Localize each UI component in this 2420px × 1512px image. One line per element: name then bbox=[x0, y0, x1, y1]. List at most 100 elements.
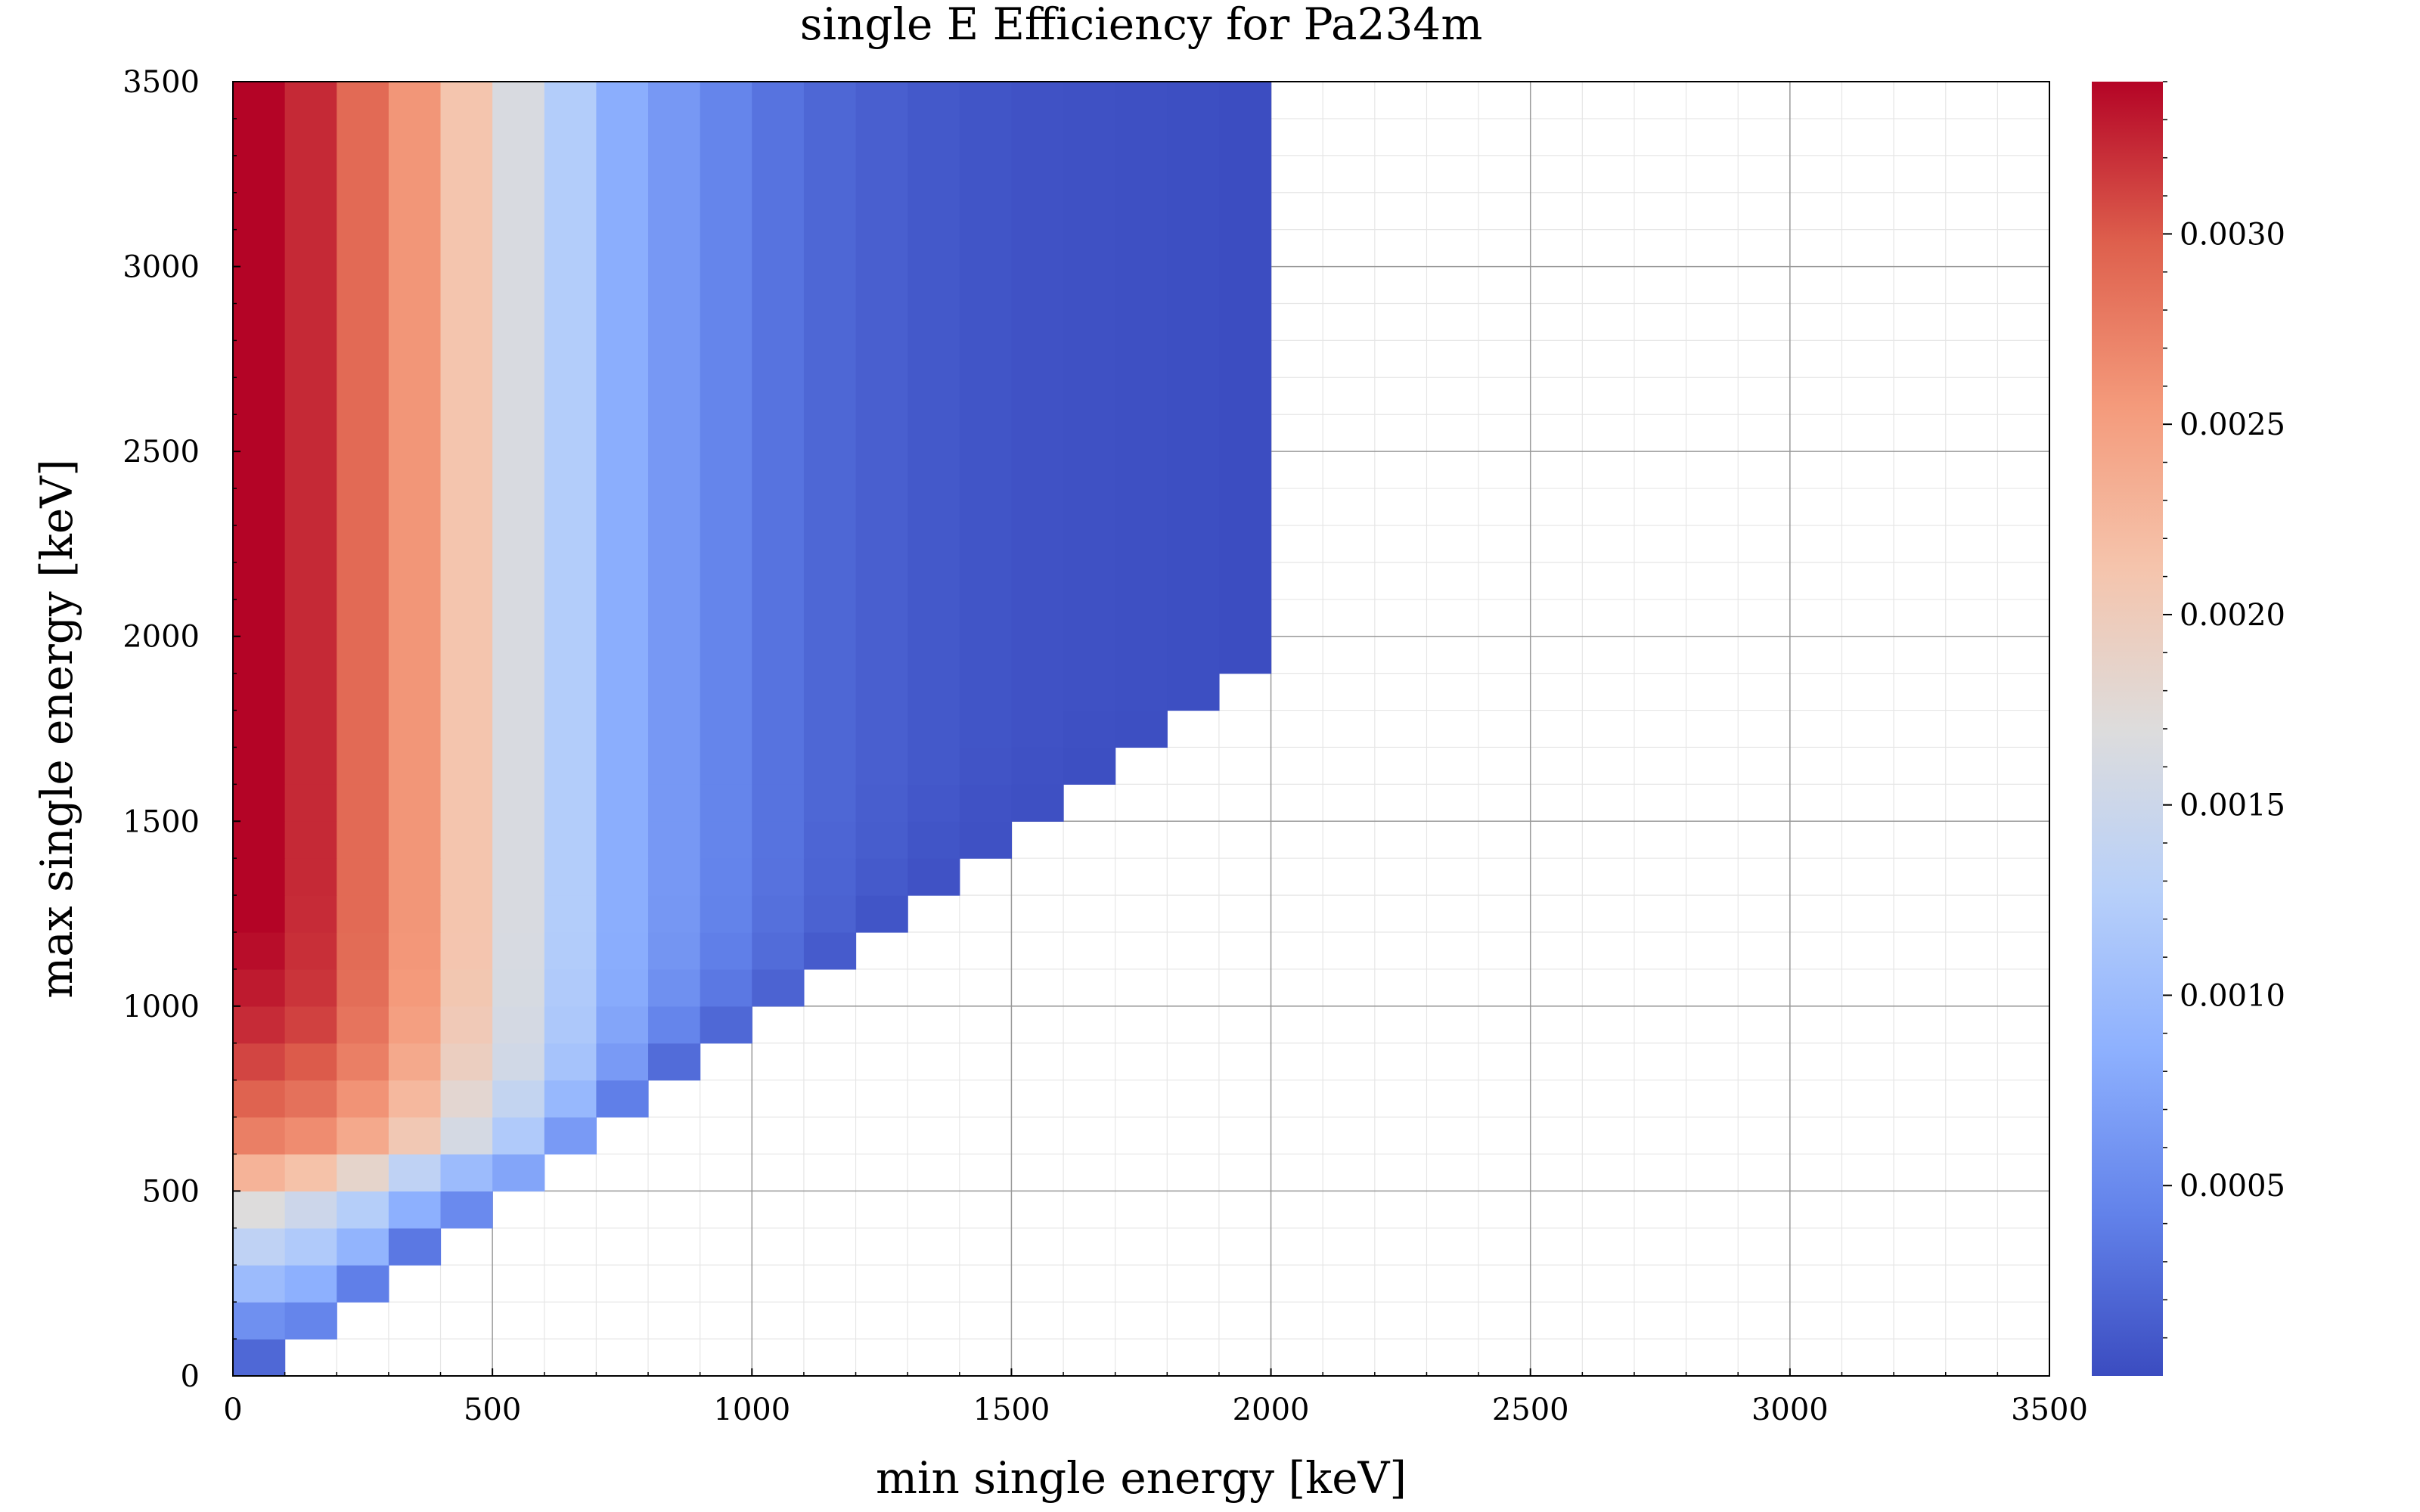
heatmap-cell bbox=[337, 82, 389, 637]
heatmap-cell bbox=[388, 895, 442, 933]
heatmap-cell bbox=[648, 673, 701, 711]
heatmap-cell bbox=[1063, 747, 1116, 785]
heatmap-cell bbox=[544, 932, 597, 970]
heatmap-cell bbox=[700, 968, 752, 1007]
heatmap-cell bbox=[440, 1191, 493, 1228]
heatmap-cell bbox=[1063, 710, 1116, 748]
heatmap-cell bbox=[284, 710, 337, 748]
y-axis-title: max single energy [keV] bbox=[31, 459, 82, 999]
heatmap-cell bbox=[388, 821, 442, 859]
heatmap-cell bbox=[700, 895, 752, 933]
heatmap-cell bbox=[700, 710, 752, 748]
heatmap-cell bbox=[492, 932, 545, 970]
y-tick-label: 2500 bbox=[123, 435, 200, 469]
heatmap-cell bbox=[908, 784, 960, 822]
heatmap-cell bbox=[648, 858, 701, 896]
heatmap-cell bbox=[855, 636, 908, 674]
heatmap-cell bbox=[233, 1265, 286, 1303]
heatmap-cell bbox=[440, 1080, 493, 1118]
heatmap-cell bbox=[388, 710, 442, 748]
heatmap-cell bbox=[233, 1154, 286, 1192]
heatmap-cell bbox=[648, 710, 701, 748]
heatmap-cell bbox=[648, 1043, 701, 1081]
heatmap-cell bbox=[700, 784, 752, 822]
heatmap-cell bbox=[233, 895, 286, 933]
colorbar-tick-label: 0.0015 bbox=[2180, 789, 2285, 823]
heatmap-cell bbox=[284, 636, 337, 674]
heatmap-cell bbox=[700, 1005, 752, 1044]
y-tick-label: 1000 bbox=[123, 990, 200, 1024]
heatmap-cell bbox=[388, 1228, 442, 1266]
heatmap-cell bbox=[1218, 636, 1272, 674]
heatmap-cell bbox=[855, 895, 908, 933]
heatmap-cell bbox=[492, 82, 545, 637]
heatmap-cell bbox=[596, 858, 649, 896]
heatmap-cell bbox=[700, 82, 752, 637]
heatmap-cell bbox=[388, 82, 442, 637]
heatmap-cell bbox=[388, 1043, 442, 1081]
heatmap-cell bbox=[752, 673, 805, 711]
heatmap-cell bbox=[492, 968, 545, 1007]
colorbar-tick-label: 0.0030 bbox=[2180, 217, 2285, 252]
heatmap-cell bbox=[233, 747, 286, 785]
heatmap-cell bbox=[284, 1302, 337, 1340]
heatmap-cell bbox=[803, 82, 857, 637]
heatmap-cell bbox=[388, 1191, 442, 1228]
heatmap-cell bbox=[752, 82, 805, 637]
heatmap-cell bbox=[492, 1043, 545, 1081]
heatmap-cell bbox=[440, 1043, 493, 1081]
heatmap-cell bbox=[803, 673, 857, 711]
heatmap-cell bbox=[855, 747, 908, 785]
heatmap-cell bbox=[440, 1005, 493, 1044]
heatmap-cell bbox=[752, 710, 805, 748]
y-tick-label: 2000 bbox=[123, 620, 200, 655]
heatmap-cell bbox=[233, 821, 286, 859]
x-tick-label: 2500 bbox=[1492, 1393, 1569, 1427]
heatmap-cell bbox=[388, 1080, 442, 1118]
heatmap-cell bbox=[492, 1154, 545, 1192]
x-tick-label: 3500 bbox=[2011, 1393, 2088, 1427]
heatmap-cell bbox=[596, 710, 649, 748]
heatmap-cell bbox=[337, 1154, 389, 1192]
heatmap-cell bbox=[596, 932, 649, 970]
heatmap-cell bbox=[596, 673, 649, 711]
heatmap-cell bbox=[1011, 82, 1064, 637]
heatmap-cell bbox=[284, 932, 337, 970]
heatmap-cell bbox=[855, 784, 908, 822]
heatmap-cell bbox=[596, 1005, 649, 1044]
heatmap-cell bbox=[284, 1117, 337, 1155]
heatmap-cell bbox=[233, 710, 286, 748]
heatmap-cell bbox=[596, 82, 649, 637]
heatmap-cell bbox=[752, 636, 805, 674]
heatmap-cell bbox=[337, 895, 389, 933]
heatmap-cell bbox=[544, 747, 597, 785]
heatmap-cell bbox=[337, 673, 389, 711]
colorbar-tick-label: 0.0010 bbox=[2180, 978, 2285, 1013]
heatmap-cell bbox=[492, 821, 545, 859]
heatmap-cell bbox=[752, 784, 805, 822]
x-tick-label: 500 bbox=[464, 1393, 521, 1427]
heatmap-cell bbox=[959, 673, 1013, 711]
heatmap-cell bbox=[337, 1228, 389, 1266]
heatmap-cell bbox=[596, 1080, 649, 1118]
heatmap-cell bbox=[492, 895, 545, 933]
heatmap-cell bbox=[388, 858, 442, 896]
heatmap-cell bbox=[440, 1154, 493, 1192]
heatmap-cell bbox=[233, 858, 286, 896]
heatmap-cell bbox=[700, 673, 752, 711]
heatmap-cell bbox=[337, 1080, 389, 1118]
heatmap-cell bbox=[908, 710, 960, 748]
colorbar bbox=[2092, 82, 2163, 1376]
heatmap-cell bbox=[440, 821, 493, 859]
heatmap-cell bbox=[544, 1080, 597, 1118]
heatmap-cell bbox=[648, 747, 701, 785]
heatmap-cell bbox=[388, 1117, 442, 1155]
heatmap-cell bbox=[284, 1228, 337, 1266]
heatmap-cell bbox=[284, 895, 337, 933]
colorbar-tick-label: 0.0025 bbox=[2180, 407, 2285, 442]
heatmap-cell bbox=[544, 1005, 597, 1044]
heatmap-cell bbox=[908, 636, 960, 674]
heatmap-cell bbox=[337, 636, 389, 674]
heatmap-cell bbox=[544, 895, 597, 933]
